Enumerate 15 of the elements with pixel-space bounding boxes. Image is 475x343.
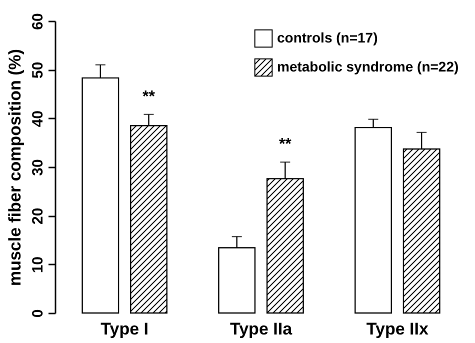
legend-label: metabolic syndrome (n=22): [277, 58, 459, 74]
y-tick-label: 60: [30, 13, 46, 30]
data-label: **: [278, 136, 292, 154]
y-tick-label: 30: [30, 159, 46, 176]
y-tick-label: 10: [30, 256, 46, 274]
legend-label: controls (n=17): [277, 30, 378, 46]
x-tick-label: Type IIa: [230, 320, 293, 338]
x-tick-label: Type IIx: [366, 320, 429, 338]
y-tick-label: 0: [30, 309, 46, 318]
x-tick-label: Type I: [100, 320, 149, 338]
y-tick-label: 50: [30, 62, 46, 79]
y-axis-title: muscle fiber composition (%): [6, 48, 24, 286]
y-tick-label: 40: [30, 110, 46, 128]
data-label: **: [142, 88, 156, 106]
y-tick-label: 20: [30, 208, 46, 225]
